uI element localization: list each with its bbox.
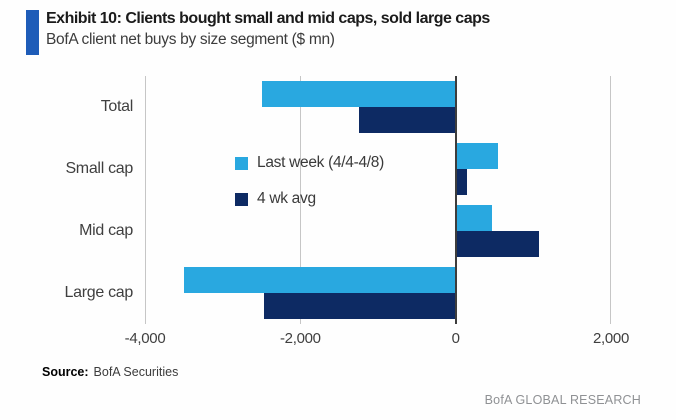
value-axis: -4,000 -2,000 0 2,000 — [125, 330, 630, 350]
category-axis: Total Small cap Mid cap Large cap — [0, 76, 134, 324]
legend-item-last-week-4-4-4-8: Last week (4/4-4/8) — [235, 153, 384, 173]
category-label-total: Total — [100, 98, 134, 115]
x-tick-label-2-000: -2,000 — [279, 330, 321, 347]
bar-total-last-week-4-4-4-8 — [261, 81, 456, 107]
category-label-mid-cap: Mid cap — [79, 222, 133, 239]
bar-small-cap-4-wk-avg — [455, 169, 468, 195]
exhibit-subtitle: BofA client net buys by size segment ($ … — [46, 31, 335, 48]
legend-label-last-week-4-4-4-8: Last week (4/4-4/8) — [257, 154, 384, 171]
category-label-large-cap: Large cap — [64, 284, 134, 301]
source-line: Source: BofA Securities — [42, 365, 178, 379]
legend-item-4-wk-avg: 4 wk avg — [235, 189, 384, 209]
exhibit-title: Exhibit 10: Clients bought small and mid… — [46, 10, 490, 27]
bar-mid-cap-last-week-4-4-4-8 — [455, 205, 493, 231]
x-gridline — [300, 76, 302, 324]
x-gridline — [145, 76, 146, 324]
x-tick-label-4-000: -4,000 — [124, 330, 166, 347]
legend-swatch-last-week-4-4-4-8 — [235, 156, 248, 170]
bar-total-4-wk-avg — [358, 107, 456, 133]
x-tick-label-0: 0 — [451, 330, 460, 347]
source-label: Source: — [42, 365, 89, 379]
legend-swatch-4-wk-avg — [235, 192, 248, 206]
title-accent-bar — [26, 10, 39, 55]
zero-axis-line — [454, 76, 457, 324]
brand-watermark: BofA GLOBAL RESEARCH — [484, 393, 641, 407]
bar-large-cap-last-week-4-4-4-8 — [183, 267, 456, 293]
chart-plot-area: Last week (4/4-4/8) 4 wk avg — [145, 76, 611, 324]
source-value: BofA Securities — [93, 365, 179, 379]
x-gridline — [610, 76, 611, 324]
x-tick-label-2-000: 2,000 — [592, 330, 630, 347]
bar-small-cap-last-week-4-4-4-8 — [455, 143, 499, 169]
chart-legend: Last week (4/4-4/8) 4 wk avg — [235, 153, 384, 225]
bar-mid-cap-4-wk-avg — [455, 231, 539, 257]
legend-label-4-wk-avg: 4 wk avg — [257, 190, 316, 207]
bar-large-cap-4-wk-avg — [263, 293, 456, 319]
category-label-small-cap: Small cap — [65, 160, 133, 177]
